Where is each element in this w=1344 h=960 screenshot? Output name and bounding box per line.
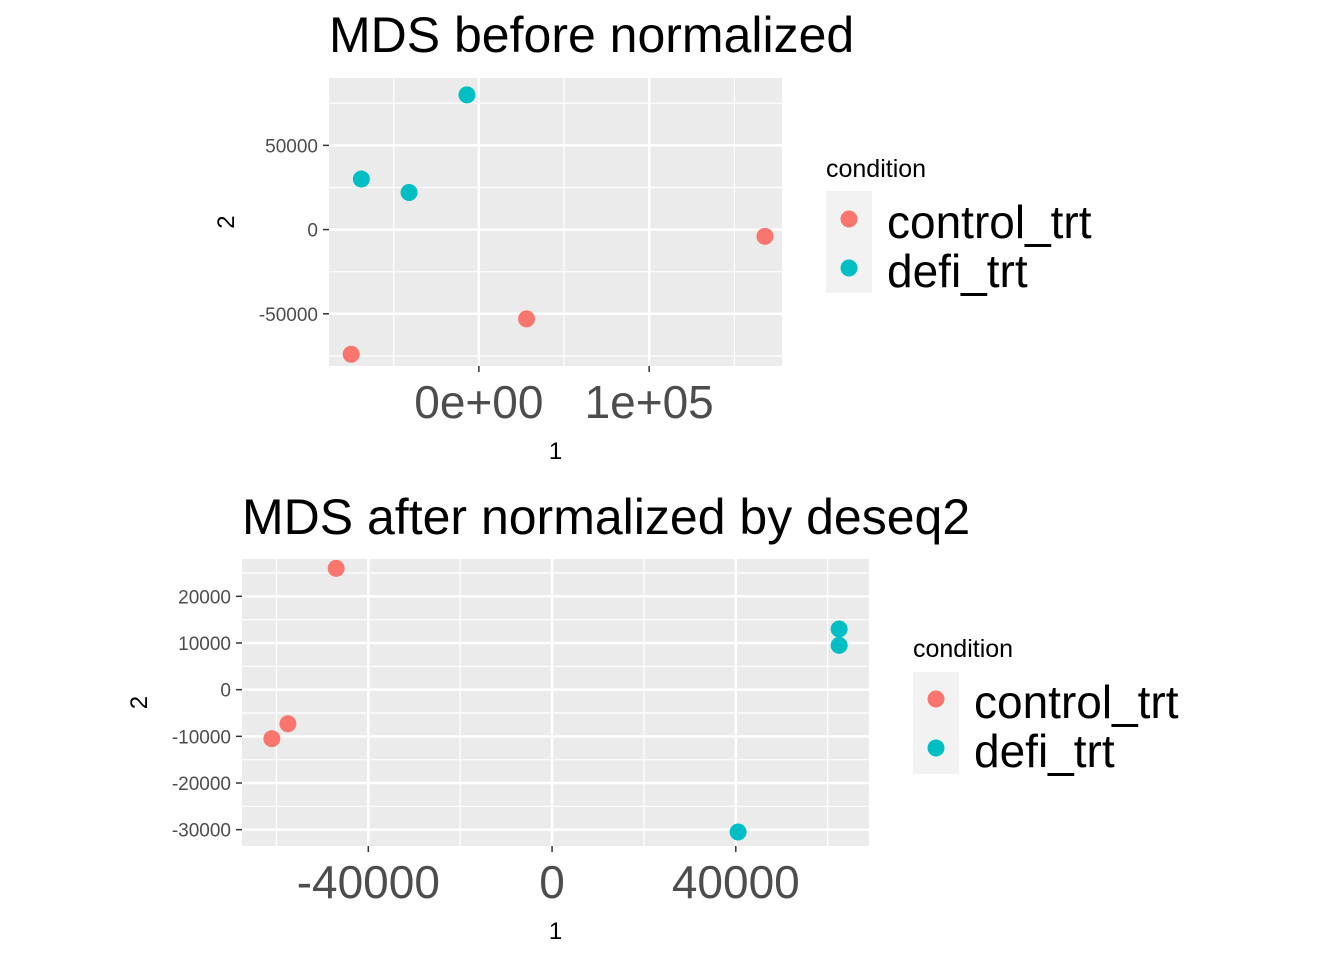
data-point-control_trt	[327, 559, 345, 577]
data-point-control_trt	[279, 715, 297, 733]
legend-entry-label: control_trt	[974, 676, 1179, 728]
y-tick-label: 10000	[178, 634, 231, 655]
y-axis-label: 2	[126, 696, 153, 709]
legend-entry-label: defi_trt	[974, 725, 1115, 777]
data-point-control_trt	[756, 227, 774, 245]
legend-entry-label: defi_trt	[887, 245, 1028, 297]
data-point-defi_trt	[400, 184, 418, 202]
y-tick-label: 0	[220, 681, 231, 702]
x-tick-label: 0e+00	[414, 376, 543, 428]
x-tick-label: -40000	[297, 856, 440, 908]
data-point-control_trt	[263, 730, 281, 748]
legend-title: condition	[826, 155, 926, 183]
chart-panel-1: -50000 0 50000 0e+00 1e+05 MDS before normali…	[213, 7, 1092, 465]
data-point-defi_trt	[729, 823, 747, 841]
legend-title: condition	[913, 635, 1013, 663]
data-point-defi_trt	[830, 636, 848, 654]
data-point-defi_trt	[830, 620, 848, 638]
data-point-control_trt	[518, 310, 536, 328]
data-point-defi_trt	[352, 170, 370, 188]
y-tick-label: 0	[307, 221, 318, 242]
y-tick-label: 20000	[178, 587, 231, 608]
y-tick-label: -30000	[172, 821, 231, 842]
y-tick-label: 50000	[265, 136, 318, 157]
legend-key-defi_trt	[927, 739, 945, 757]
data-point-control_trt	[342, 345, 360, 363]
y-tick-label: -20000	[172, 774, 231, 795]
y-tick-label: -10000	[172, 727, 231, 748]
x-tick-label: 1e+05	[585, 376, 714, 428]
plot-background	[329, 78, 782, 366]
x-tick-label: 40000	[672, 856, 800, 908]
x-tick-label: 0	[539, 856, 565, 908]
x-axis-label: 1	[549, 918, 562, 945]
y-tick-label: -50000	[259, 305, 318, 326]
legend-key-control_trt	[840, 210, 858, 228]
legend-key-background	[826, 191, 872, 293]
legend-key-control_trt	[927, 690, 945, 708]
chart-title: MDS before normalized	[329, 7, 854, 63]
plot-background	[242, 559, 869, 846]
x-axis-label: 1	[549, 438, 562, 465]
data-point-defi_trt	[458, 86, 476, 104]
chart-panel-2: -30000 -20000 -10000 0 10000 20000 -40000 0 4000…	[126, 489, 1179, 945]
y-axis-label: 2	[213, 215, 240, 228]
legend-entry-label: control_trt	[887, 196, 1092, 248]
legend-key-defi_trt	[840, 259, 858, 277]
legend-key-background	[913, 672, 959, 774]
chart-title: MDS after normalized by deseq2	[242, 489, 970, 545]
